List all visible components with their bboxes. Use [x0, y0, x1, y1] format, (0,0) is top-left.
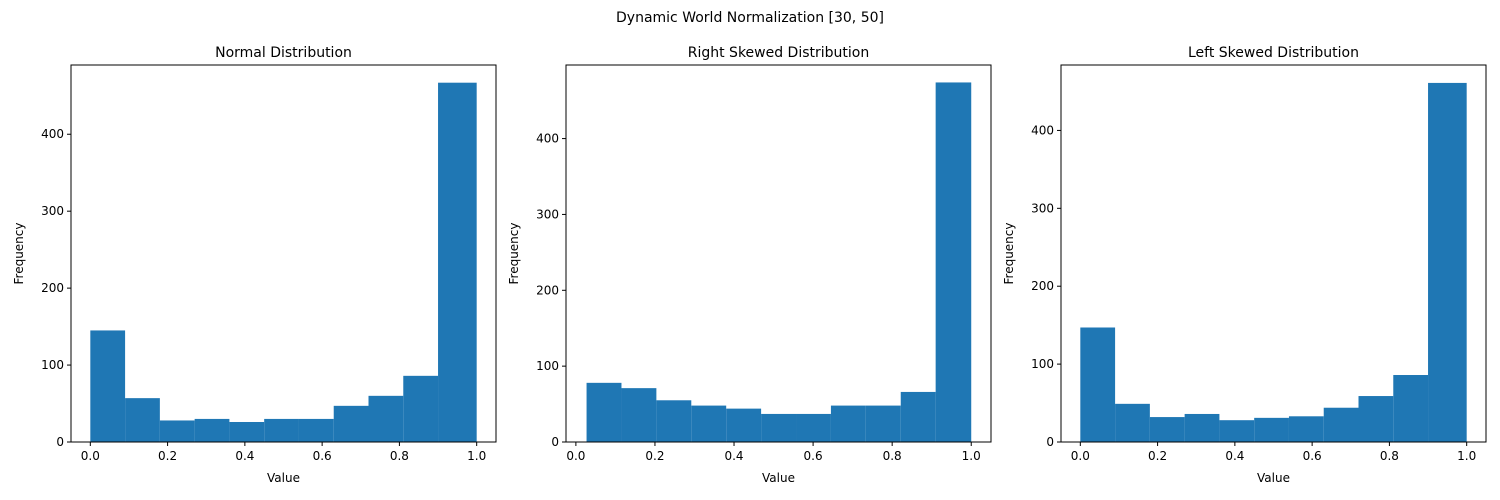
- subplot-title: Right Skewed Distribution: [688, 45, 870, 61]
- histogram-bar: [691, 405, 727, 442]
- y-tick-label: 400: [536, 132, 559, 146]
- histogram-bar: [1254, 417, 1289, 442]
- histogram-bar: [796, 413, 831, 442]
- histogram-bar: [159, 420, 195, 442]
- x-tick-label: 1.0: [1457, 449, 1476, 463]
- x-tick-label: 0.8: [390, 449, 409, 463]
- x-tick-label: 0.4: [1225, 449, 1244, 463]
- x-tick-label: 0.8: [1380, 449, 1399, 463]
- subplot-title: Normal Distribution: [215, 45, 352, 61]
- histogram-bar: [298, 418, 334, 442]
- histogram-bar: [761, 413, 797, 442]
- x-tick-label: 1.0: [467, 449, 486, 463]
- histogram-bar: [229, 421, 265, 442]
- x-axis-label: Value: [762, 471, 795, 485]
- histogram-bar: [1428, 82, 1467, 443]
- histogram-bar: [830, 405, 866, 442]
- histogram-bar: [1219, 420, 1255, 442]
- x-tick-label: 0.0: [1071, 449, 1090, 463]
- x-tick-label: 0.6: [313, 449, 332, 463]
- x-tick-label: 1.0: [962, 449, 981, 463]
- histogram-bar: [1358, 396, 1394, 442]
- histogram-bar: [90, 330, 126, 442]
- histogram-bar: [1149, 417, 1185, 442]
- x-tick-label: 0.0: [81, 449, 100, 463]
- histogram-bar: [621, 388, 657, 442]
- histogram-bar: [1323, 407, 1359, 442]
- x-axis-label: Value: [267, 471, 300, 485]
- histogram-bar: [194, 418, 230, 442]
- y-tick-label: 0: [551, 435, 559, 449]
- histogram-bar: [125, 398, 160, 442]
- histogram-bar: [438, 82, 477, 442]
- y-axis-label: Frequency: [507, 223, 521, 285]
- subplot-1: 0.0 0.2 0.4 0.6 0.8 1.0 0 100 200 300 400 Normal Di…: [12, 45, 497, 485]
- y-axis-label: Frequency: [1002, 223, 1016, 285]
- y-tick-label: 200: [41, 281, 64, 295]
- figure-title: Dynamic World Normalization [30, 50]: [616, 10, 884, 26]
- histogram-bar: [1393, 375, 1429, 442]
- histogram-bar: [333, 405, 369, 442]
- histogram-bar: [1288, 416, 1324, 442]
- subplot-3: 0.0 0.2 0.4 0.6 0.8 1.0 0 100 200 300 400 Left Skew…: [1002, 45, 1487, 485]
- x-tick-label: 0.2: [1148, 449, 1167, 463]
- histogram-bar: [656, 400, 692, 442]
- histogram-bar: [1080, 327, 1116, 442]
- histogram-bar: [935, 82, 972, 442]
- y-tick-label: 0: [56, 435, 64, 449]
- x-tick-label: 0.4: [724, 449, 743, 463]
- y-tick-label: 300: [536, 207, 559, 221]
- y-tick-label: 0: [1046, 435, 1054, 449]
- x-axis-label: Value: [1257, 471, 1290, 485]
- x-tick-label: 0.4: [235, 449, 254, 463]
- histogram-bar: [900, 391, 936, 442]
- y-tick-label: 400: [1031, 123, 1054, 137]
- subplot-2: 0.0 0.2 0.4 0.6 0.8 1.0 0 100 200 300 400 Right Ske…: [507, 45, 992, 485]
- y-tick-label: 200: [1031, 279, 1054, 293]
- y-axis-label: Frequency: [12, 223, 26, 285]
- histogram-bar: [586, 382, 622, 442]
- x-tick-label: 0.0: [566, 449, 585, 463]
- histogram-bar: [1184, 413, 1220, 442]
- y-tick-label: 300: [1031, 201, 1054, 215]
- x-tick-label: 0.2: [645, 449, 664, 463]
- subplot-title: Left Skewed Distribution: [1188, 45, 1359, 61]
- y-tick-label: 100: [1031, 357, 1054, 371]
- y-tick-label: 300: [41, 204, 64, 218]
- histogram-bar: [368, 395, 404, 442]
- x-tick-label: 0.8: [883, 449, 902, 463]
- y-tick-label: 200: [536, 283, 559, 297]
- axes-frame: [70, 64, 497, 443]
- x-tick-label: 0.2: [158, 449, 177, 463]
- histogram-bar: [403, 375, 439, 442]
- x-tick-label: 0.6: [1303, 449, 1322, 463]
- histogram-bar: [1115, 403, 1150, 442]
- y-tick-label: 400: [41, 127, 64, 141]
- axes-frame: [565, 64, 992, 443]
- histogram-bar: [264, 418, 299, 442]
- histogram-bar: [865, 405, 901, 442]
- histogram-bar: [726, 408, 762, 442]
- axes-frame: [1060, 64, 1487, 443]
- y-tick-label: 100: [41, 358, 64, 372]
- x-tick-label: 0.6: [804, 449, 823, 463]
- y-tick-label: 100: [536, 359, 559, 373]
